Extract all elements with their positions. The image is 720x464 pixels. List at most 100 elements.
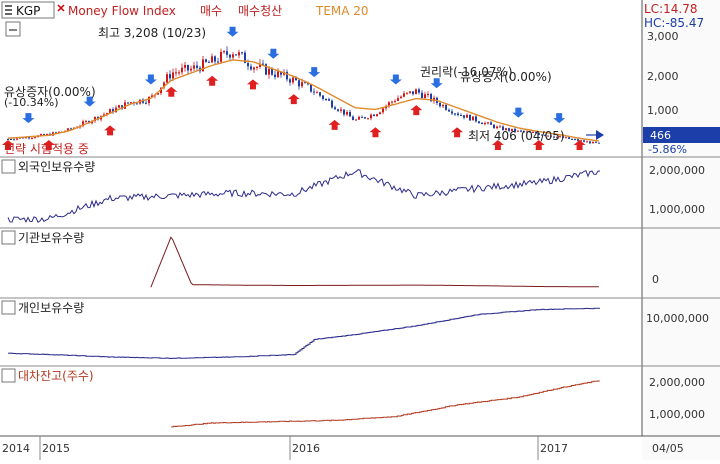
panel-toggle-icon[interactable]	[1, 230, 16, 245]
candle-body	[118, 105, 120, 108]
right-axis-strip	[642, 0, 720, 460]
candle-body	[337, 109, 339, 111]
candle-body	[535, 131, 537, 134]
candle-body	[469, 114, 471, 121]
candle-body	[454, 113, 456, 115]
panel-title: 기관보유수량	[18, 231, 84, 245]
candle-body	[274, 74, 276, 77]
candle-body	[46, 133, 48, 136]
buy-arrow-icon	[287, 94, 300, 105]
symbol-label: KGP	[16, 4, 40, 18]
candle-body	[166, 74, 168, 83]
candle-body	[103, 114, 105, 116]
buy-arrow-icon	[573, 140, 586, 150]
candle-body	[316, 92, 318, 94]
candle-body	[34, 137, 36, 139]
candle-body	[565, 137, 567, 139]
indicator-title: Money Flow Index	[68, 4, 176, 18]
candle-body	[175, 72, 177, 74]
close-icon[interactable]	[57, 4, 65, 12]
candle-body	[388, 102, 390, 106]
candle-body	[448, 109, 450, 112]
buy-arrow-icon	[328, 119, 341, 130]
halt-left-annotation: 유상증자(0.00%)	[4, 85, 96, 99]
panel-toggle-icon[interactable]	[1, 368, 16, 383]
candle-body	[382, 108, 384, 113]
candle-body	[484, 122, 486, 125]
candle-body	[148, 97, 150, 104]
candle-body	[598, 142, 600, 144]
sell-arrow-icon	[144, 74, 157, 85]
candle-body	[121, 105, 123, 109]
minimize-icon[interactable]	[5, 21, 21, 37]
candle-body	[340, 109, 342, 111]
candle-body	[85, 121, 87, 123]
candle-body	[301, 82, 303, 87]
current-price: 466	[650, 129, 671, 142]
signal-arrows	[2, 26, 586, 150]
candle-body	[580, 140, 582, 142]
candle-body	[265, 64, 267, 75]
buy-arrow-icon	[165, 86, 178, 97]
candle-body	[232, 54, 234, 58]
candle-body	[247, 63, 249, 67]
candle-body	[394, 100, 396, 102]
candle-body	[208, 61, 210, 63]
candle-body	[229, 54, 231, 58]
hamburger-icon[interactable]	[5, 5, 12, 15]
candle-body	[412, 91, 414, 95]
candle-body	[556, 136, 558, 138]
candle-body	[190, 68, 192, 71]
buy-arrow-icon	[532, 140, 545, 150]
panel-toggle-icon[interactable]	[1, 159, 16, 174]
candle-body	[244, 52, 246, 64]
candle-body	[205, 59, 207, 62]
candle-body	[538, 133, 540, 135]
candle-body	[496, 126, 498, 129]
buy-arrow-icon	[246, 79, 259, 90]
candle-body	[310, 84, 312, 92]
candle-body	[370, 114, 372, 119]
x-axis-label: 2017	[540, 442, 568, 455]
panel-tick-label: 2,000,000	[649, 164, 705, 177]
candle-body	[586, 141, 588, 143]
candle-body	[391, 101, 393, 103]
buy-arrow-icon	[410, 105, 423, 116]
candle-body	[463, 115, 465, 118]
candle-body	[550, 135, 552, 137]
buy-arrow-icon	[42, 140, 55, 150]
candle-body	[334, 107, 336, 110]
candle-body	[460, 115, 462, 117]
buy-arrow-icon	[491, 140, 504, 150]
candle-body	[445, 105, 447, 110]
candle-body	[424, 94, 426, 99]
candle-body	[559, 136, 561, 138]
candle-body	[514, 128, 516, 132]
candle-body	[331, 100, 333, 108]
panel-title: 개인보유수량	[18, 301, 84, 315]
buy-arrow-icon	[206, 75, 219, 86]
candle-body	[472, 116, 474, 121]
candle-body	[256, 66, 258, 68]
candle-body	[442, 105, 444, 107]
panel-tick-label: 0	[652, 273, 659, 286]
panel-toggle-icon[interactable]	[1, 300, 16, 315]
panel-loan: 대차잔고(주수) 2,000,000 1,000,000	[1, 368, 705, 421]
candle-body	[490, 122, 492, 125]
current-date-label: 04/05	[652, 442, 684, 455]
candle-body	[250, 66, 252, 70]
buy-arrow-icon	[451, 127, 464, 138]
candle-body	[238, 52, 240, 56]
candle-body	[322, 95, 324, 99]
candle-body	[493, 124, 495, 129]
candle-body	[358, 116, 360, 120]
sell-arrow-icon	[22, 113, 35, 124]
candle-body	[163, 82, 165, 88]
candle-body	[307, 82, 309, 85]
candle-body	[217, 61, 219, 63]
symbol-box[interactable]	[1, 1, 55, 19]
candle-body	[280, 71, 282, 75]
candle-body	[487, 122, 489, 124]
